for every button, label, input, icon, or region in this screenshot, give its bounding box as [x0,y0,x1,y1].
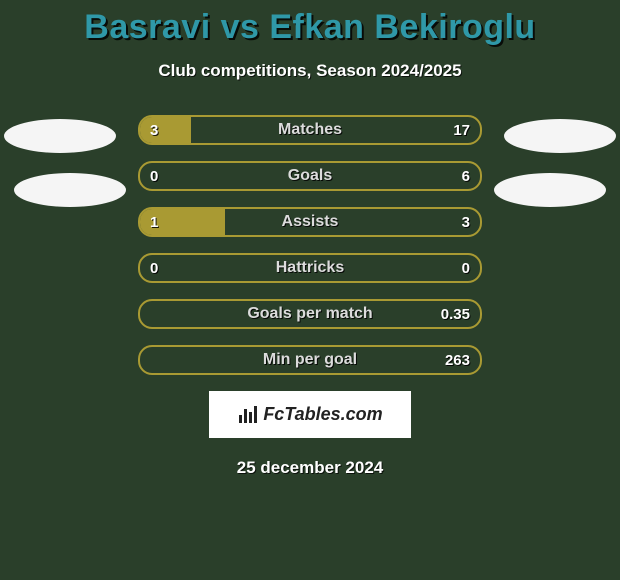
player-left-photo-1 [4,119,116,153]
stat-row: 3Matches17 [138,115,482,145]
source-badge: FcTables.com [209,391,411,438]
stat-label: Hattricks [140,255,480,281]
page-title: Basravi vs Efkan Bekiroglu [0,0,620,47]
stat-row: 0Goals6 [138,161,482,191]
stat-label: Goals per match [140,301,480,327]
stat-value-right: 3 [462,209,470,235]
stat-label: Matches [140,117,480,143]
player-right-photo-2 [494,173,606,207]
stat-label: Assists [140,209,480,235]
stat-row: Goals per match0.35 [138,299,482,329]
stat-value-right: 17 [453,117,470,143]
stat-rows: 3Matches170Goals61Assists30Hattricks0Goa… [138,115,482,375]
stat-value-right: 0.35 [441,301,470,327]
stat-label: Min per goal [140,347,480,373]
stat-label: Goals [140,163,480,189]
subtitle: Club competitions, Season 2024/2025 [0,61,620,81]
stat-value-right: 263 [445,347,470,373]
stat-value-right: 6 [462,163,470,189]
stat-row: 0Hattricks0 [138,253,482,283]
stat-value-right: 0 [462,255,470,281]
stat-row: Min per goal263 [138,345,482,375]
comparison-content: 3Matches170Goals61Assists30Hattricks0Goa… [0,115,620,478]
player-left-photo-2 [14,173,126,207]
source-badge-text: FcTables.com [263,404,382,425]
player-right-photo-1 [504,119,616,153]
stat-row: 1Assists3 [138,207,482,237]
chart-icon [237,405,259,425]
date-stamp: 25 december 2024 [0,458,620,478]
